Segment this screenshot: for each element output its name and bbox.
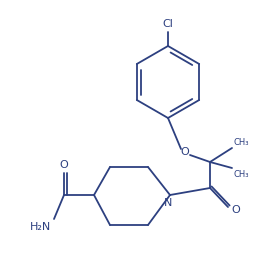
Text: CH₃: CH₃ xyxy=(234,170,250,179)
Text: O: O xyxy=(231,205,240,215)
Text: N: N xyxy=(164,198,172,208)
Text: CH₃: CH₃ xyxy=(234,138,250,147)
Text: Cl: Cl xyxy=(162,19,173,29)
Text: O: O xyxy=(181,147,189,157)
Text: H₂N: H₂N xyxy=(30,222,51,232)
Text: O: O xyxy=(60,160,68,170)
